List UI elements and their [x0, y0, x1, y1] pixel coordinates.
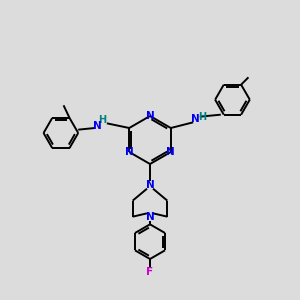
Text: F: F: [146, 267, 154, 277]
Text: H: H: [198, 112, 206, 122]
Text: N: N: [146, 180, 154, 190]
Text: N: N: [167, 147, 175, 157]
Text: N: N: [146, 111, 154, 121]
Text: N: N: [146, 212, 154, 222]
Text: H: H: [98, 115, 106, 125]
Text: N: N: [93, 121, 102, 131]
Text: N: N: [191, 114, 200, 124]
Text: N: N: [125, 147, 134, 157]
